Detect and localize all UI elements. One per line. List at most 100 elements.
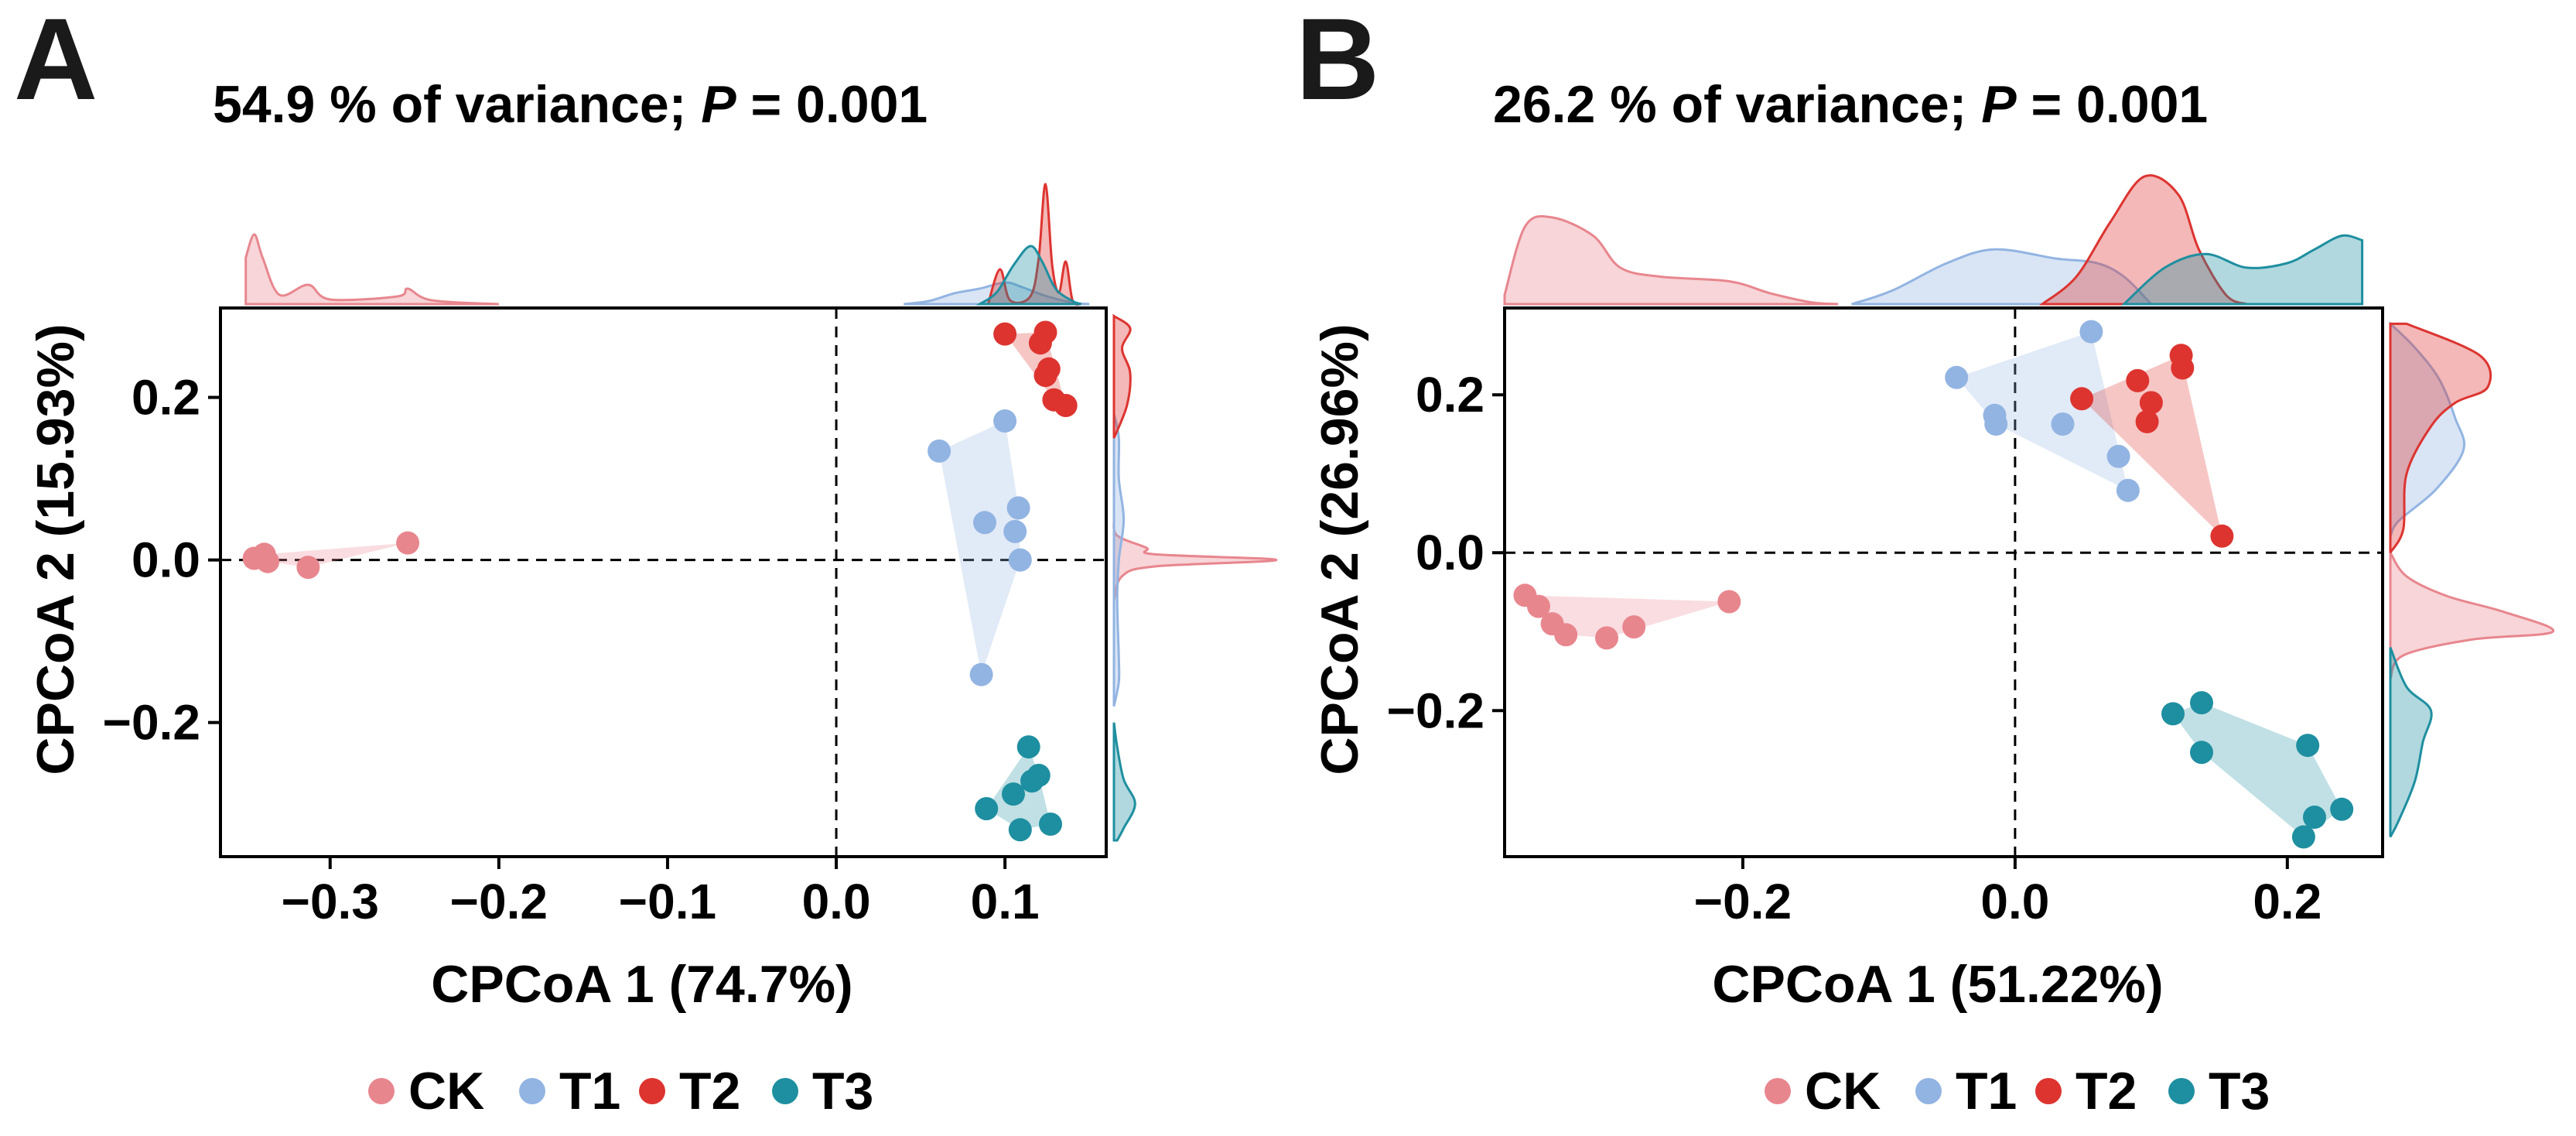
panel-b-hull-t3 (2173, 703, 2342, 837)
panel-a-point-t3-4 (975, 797, 999, 820)
legend-a-marker-ck (368, 1078, 395, 1104)
panel-a-point-t1-2 (1006, 496, 1030, 520)
panel-a-point-t2-0 (993, 322, 1017, 346)
panel-b-density-side-ck (2389, 549, 2555, 680)
panel-b-point-t2-5 (2171, 356, 2195, 380)
panel-b-title-p: P (1981, 75, 2017, 134)
panel-b-ytick-label-0: 0.2 (1416, 367, 1484, 423)
panel-b-point-t2-6 (2210, 524, 2234, 548)
panel-label-b: B (1296, 0, 1379, 124)
legend-b: CK T1 T2 T3 (1765, 1062, 2270, 1121)
panel-a-point-ck-3 (296, 556, 320, 580)
panel-a-point-t1-5 (1008, 548, 1032, 572)
panel-a-xtick-label-1: −0.2 (450, 874, 548, 929)
panel-b-density-side-t3 (2389, 647, 2433, 838)
panel-b-point-t1-3 (1984, 412, 2008, 436)
panel-a-point-t1-0 (928, 439, 951, 463)
panel-b-frame (1503, 306, 2384, 858)
panel-a-title: 54.9 % of variance; P = 0.001 (213, 75, 928, 134)
panel-b-point-t3-5 (2303, 806, 2326, 829)
panel-a-point-t1-3 (973, 511, 996, 535)
legend-b-label-t3: T3 (2209, 1062, 2270, 1121)
panel-b-point-t2-0 (2070, 387, 2094, 411)
panel-a-point-t3-0 (1016, 735, 1040, 759)
panel-b-density-top-t2 (2038, 174, 2247, 306)
panel-b-point-t1-5 (2106, 444, 2130, 468)
panel-a-density-top-ck (244, 233, 499, 306)
panel-a-frame (219, 306, 1108, 858)
legend-b-label-ck: CK (1805, 1062, 1881, 1121)
panel-b-point-t1-4 (2051, 412, 2075, 436)
panel-a-xtick-label-0: −0.3 (282, 874, 379, 929)
panel-a-ytick-label-1: 0.0 (132, 532, 200, 588)
panel-b-xtick-label-1: 0.0 (1980, 874, 2049, 929)
panel-b-point-ck-3 (1554, 623, 1578, 647)
panel-b-ytick-label-1: 0.0 (1416, 525, 1484, 580)
panel-a-hull-ck (254, 542, 408, 568)
panel-b-point-ck-6 (1717, 590, 1741, 614)
panel-b-point-t3-1 (2190, 741, 2213, 765)
panel-a-hull-t2 (1005, 332, 1066, 405)
panel-b-xtick-label-0: −0.2 (1694, 874, 1792, 929)
legend-a-marker-t3 (772, 1078, 798, 1104)
panel-a-point-t3-2 (1020, 769, 1044, 793)
legend-a-label-t2: T2 (679, 1062, 740, 1121)
panel-a-point-t3-5 (1008, 818, 1032, 842)
legend-b-marker-t1 (1915, 1078, 1942, 1104)
panel-a-point-ck-4 (396, 531, 420, 555)
panel-a-xtick-label-4: 0.1 (971, 874, 1040, 929)
panel-b-title-text: 26.2 % of variance; (1493, 75, 1981, 134)
legend-a-label-ck: CK (408, 1062, 484, 1121)
panel-b-density-top-t3 (2120, 234, 2364, 306)
panel-b-point-t2-3 (2135, 409, 2159, 433)
panel-b-point-t3-3 (2296, 734, 2320, 758)
panel-a-point-ck-2 (256, 549, 280, 573)
legend-a-marker-t2 (639, 1078, 665, 1104)
panel-a-title-text: 54.9 % of variance; (213, 75, 701, 134)
legend-a-label-t1: T1 (559, 1062, 620, 1121)
legend-a-label-t3: T3 (812, 1062, 873, 1121)
panel-b-point-t1-0 (1945, 365, 1969, 389)
panel-a-point-t1-4 (1003, 519, 1027, 543)
panel-b-density-side-t2 (2389, 322, 2492, 554)
panel-a-point-t2-6 (1054, 394, 1078, 417)
panel-a-xlabel: CPCoA 1 (74.7%) (431, 955, 852, 1014)
panel-b-hull-t1 (1956, 331, 2128, 491)
panel-a-ytick-label-0: 0.2 (132, 370, 200, 426)
panel-b-ytick-label-2: −0.2 (1387, 683, 1484, 738)
legend-a-marker-t1 (519, 1078, 545, 1104)
legend-b-label-t1: T1 (1956, 1062, 2017, 1121)
panel-b-title: 26.2 % of variance; P = 0.001 (1493, 75, 2208, 134)
panel-b-title-value: = 0.001 (2017, 75, 2209, 134)
panel-b-point-t1-6 (2116, 478, 2140, 502)
panel-a-density-side-ck (1112, 518, 1278, 601)
panel-a-density-side-t3 (1112, 722, 1136, 842)
legend-b-marker-t3 (2168, 1078, 2195, 1104)
panel-a-ytick-label-2: −0.2 (103, 695, 200, 751)
panel-a-density-side-t2 (1112, 313, 1132, 439)
panel-a-plot: −0.3 −0.2 −0.1 0.0 0.1 0.2 0.0 −0.2 (103, 183, 1278, 929)
panel-a-point-t2-4 (1033, 364, 1057, 388)
legend-b-marker-t2 (2035, 1078, 2062, 1104)
panel-a-title-value: = 0.001 (736, 75, 928, 134)
panel-label-a: A (14, 0, 97, 124)
panel-b-plot: −0.2 0.0 0.2 0.2 0.0 −0.2 (1387, 174, 2555, 929)
panel-a-point-t1-6 (969, 662, 993, 686)
legend-a: CK T1 T2 T3 (368, 1062, 873, 1121)
panel-b-point-t2-1 (2126, 368, 2150, 392)
panel-a-xtick-label-2: −0.1 (619, 874, 716, 929)
panel-b-ylabel: CPCoA 2 (26.96%) (1310, 323, 1369, 775)
panel-b-hull-t2 (2082, 355, 2222, 536)
panel-a-point-t1-1 (993, 409, 1017, 433)
panel-b-xtick-label-2: 0.2 (2253, 874, 2321, 929)
panel-a-point-t2-2 (1028, 331, 1052, 355)
panel-b-hull-ck (1525, 595, 1730, 638)
panel-b-density-top-ck (1503, 214, 1839, 306)
panel-b-density-top-t1 (1851, 248, 2154, 306)
legend-b-label-t2: T2 (2075, 1062, 2137, 1121)
legend-b-marker-ck (1765, 1078, 1791, 1104)
panel-b-point-ck-1 (1527, 594, 1550, 618)
panel-b-xlabel: CPCoA 1 (51.22%) (1712, 955, 2163, 1014)
panel-a-ylabel: CPCoA 2 (15.93%) (26, 323, 85, 775)
